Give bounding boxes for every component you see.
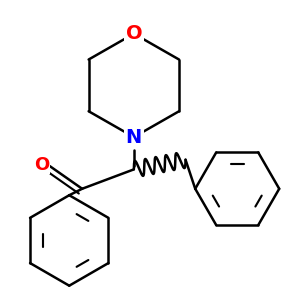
Text: N: N — [126, 128, 142, 147]
Text: O: O — [125, 24, 142, 43]
Text: O: O — [34, 155, 50, 173]
